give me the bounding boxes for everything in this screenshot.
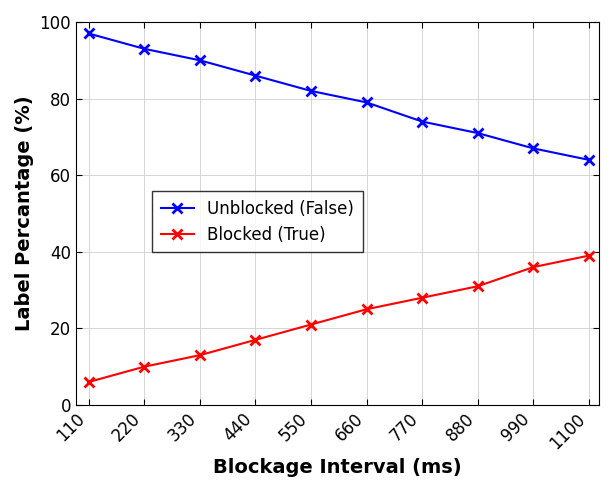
Line: Blocked (True): Blocked (True) — [84, 251, 594, 387]
Unblocked (False) — [141, 46, 148, 52]
Unblocked (False) — [252, 73, 259, 79]
Blocked (True) — [474, 283, 481, 289]
Unblocked (False) — [363, 99, 370, 105]
Blocked (True) — [141, 364, 148, 369]
Blocked (True) — [419, 295, 426, 301]
Blocked (True) — [252, 337, 259, 343]
Unblocked (False) — [530, 146, 537, 152]
Blocked (True) — [585, 253, 593, 259]
Blocked (True) — [363, 307, 370, 312]
Y-axis label: Label Percantage (%): Label Percantage (%) — [15, 95, 34, 331]
Unblocked (False) — [308, 88, 315, 94]
Unblocked (False) — [85, 31, 92, 36]
Blocked (True) — [308, 322, 315, 328]
Unblocked (False) — [196, 58, 203, 63]
Unblocked (False) — [585, 157, 593, 163]
Unblocked (False) — [474, 130, 481, 136]
Blocked (True) — [85, 379, 92, 385]
Blocked (True) — [196, 352, 203, 358]
Legend: Unblocked (False), Blocked (True): Unblocked (False), Blocked (True) — [152, 191, 363, 252]
X-axis label: Blockage Interval (ms): Blockage Interval (ms) — [213, 458, 462, 477]
Blocked (True) — [530, 264, 537, 270]
Line: Unblocked (False): Unblocked (False) — [84, 29, 594, 165]
Unblocked (False) — [419, 119, 426, 124]
